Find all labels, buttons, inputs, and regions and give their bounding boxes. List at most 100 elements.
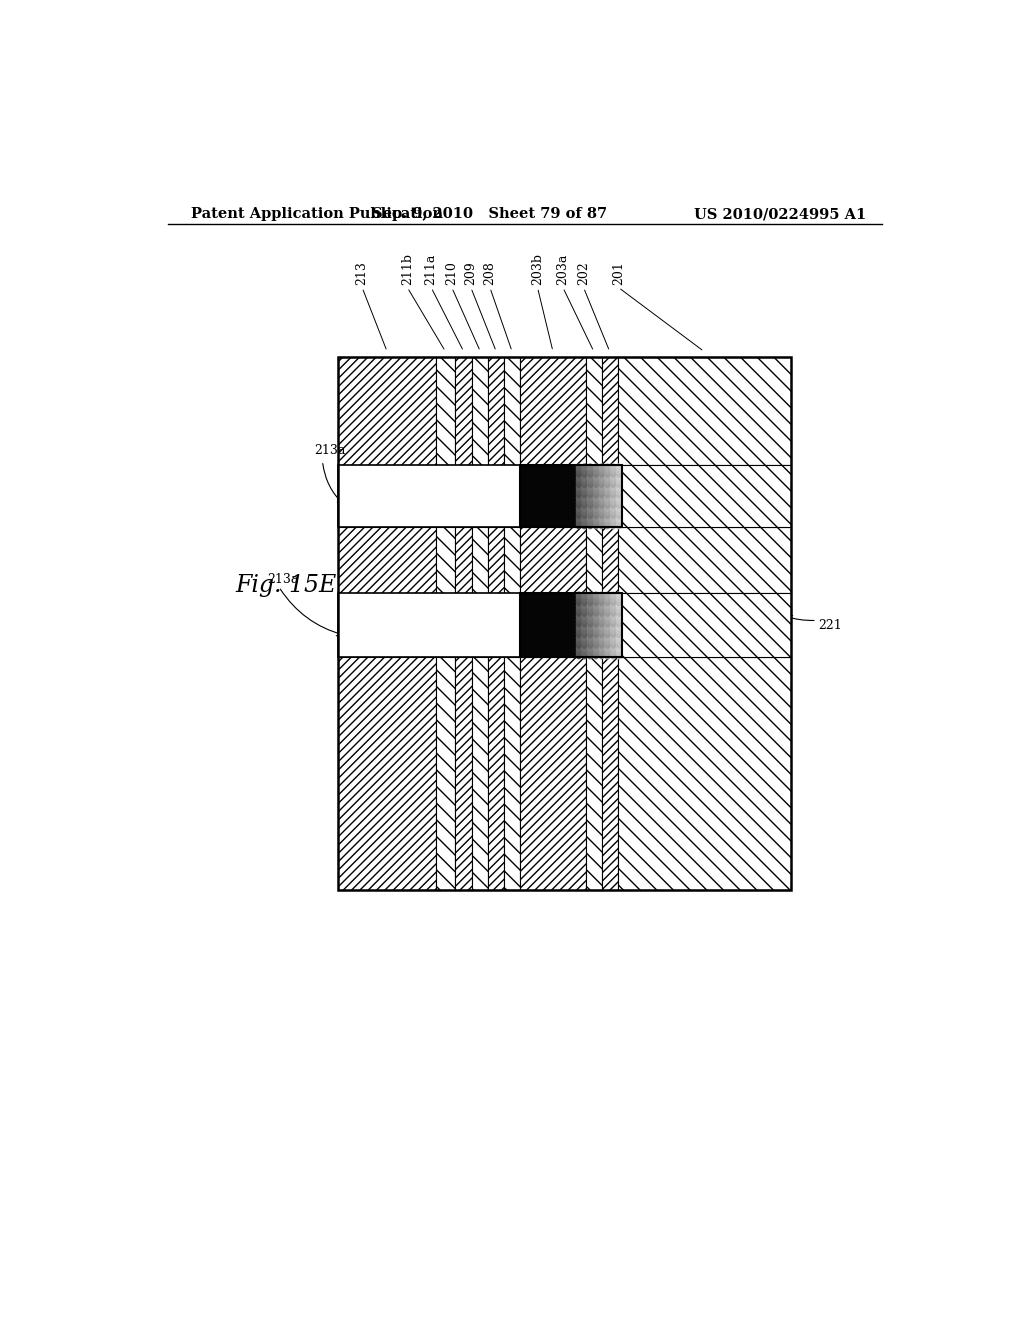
- Circle shape: [577, 523, 582, 529]
- Text: 208: 208: [483, 261, 497, 285]
- Circle shape: [577, 642, 582, 648]
- Circle shape: [599, 639, 604, 644]
- Circle shape: [599, 649, 604, 655]
- Circle shape: [594, 606, 598, 612]
- Circle shape: [588, 614, 593, 619]
- Circle shape: [594, 593, 598, 598]
- Circle shape: [605, 603, 609, 609]
- Circle shape: [599, 599, 604, 606]
- Circle shape: [599, 495, 604, 502]
- Circle shape: [577, 502, 582, 508]
- Text: 210: 210: [445, 261, 459, 285]
- Circle shape: [610, 624, 615, 630]
- Circle shape: [577, 465, 582, 470]
- Bar: [455, 356, 472, 466]
- Circle shape: [577, 593, 582, 598]
- Circle shape: [610, 595, 615, 602]
- Bar: [338, 356, 436, 466]
- Circle shape: [605, 645, 609, 652]
- Circle shape: [577, 652, 582, 659]
- Circle shape: [599, 478, 604, 484]
- Bar: [575, 466, 622, 528]
- Circle shape: [616, 519, 622, 525]
- Bar: [338, 356, 791, 890]
- Circle shape: [605, 635, 609, 642]
- Circle shape: [582, 484, 587, 491]
- Circle shape: [599, 624, 604, 630]
- Circle shape: [582, 610, 587, 616]
- Circle shape: [582, 467, 587, 474]
- Circle shape: [605, 593, 609, 598]
- Circle shape: [582, 595, 587, 602]
- Circle shape: [594, 474, 598, 480]
- Circle shape: [605, 495, 609, 502]
- Circle shape: [594, 599, 598, 606]
- Circle shape: [582, 488, 587, 494]
- Circle shape: [616, 599, 622, 606]
- Circle shape: [616, 499, 622, 504]
- Circle shape: [616, 628, 622, 634]
- Circle shape: [605, 499, 609, 504]
- Circle shape: [599, 606, 604, 612]
- Circle shape: [582, 593, 587, 598]
- Circle shape: [610, 639, 615, 644]
- Circle shape: [582, 523, 587, 529]
- Circle shape: [605, 595, 609, 602]
- Bar: [520, 657, 586, 890]
- Circle shape: [582, 516, 587, 521]
- Bar: [338, 466, 520, 528]
- Circle shape: [594, 499, 598, 504]
- Circle shape: [616, 491, 622, 498]
- Circle shape: [594, 620, 598, 627]
- Circle shape: [610, 620, 615, 627]
- Circle shape: [582, 652, 587, 659]
- Bar: [338, 528, 436, 594]
- Bar: [504, 528, 520, 594]
- Circle shape: [599, 595, 604, 602]
- Circle shape: [588, 474, 593, 480]
- Circle shape: [582, 478, 587, 484]
- Circle shape: [599, 499, 604, 504]
- Circle shape: [577, 495, 582, 502]
- Circle shape: [577, 628, 582, 634]
- Bar: [455, 528, 472, 594]
- Circle shape: [594, 478, 598, 484]
- Circle shape: [577, 516, 582, 521]
- Circle shape: [588, 649, 593, 655]
- Circle shape: [616, 642, 622, 648]
- Circle shape: [582, 506, 587, 511]
- Bar: [472, 657, 488, 890]
- Bar: [617, 466, 791, 528]
- Circle shape: [610, 502, 615, 508]
- Text: 203a: 203a: [556, 253, 569, 285]
- Text: 202: 202: [578, 261, 590, 285]
- Circle shape: [605, 491, 609, 498]
- Circle shape: [582, 471, 587, 477]
- Bar: [617, 356, 791, 466]
- Circle shape: [582, 645, 587, 652]
- Text: 213a: 213a: [267, 573, 298, 586]
- Bar: [617, 528, 791, 594]
- Circle shape: [594, 649, 598, 655]
- Circle shape: [610, 642, 615, 648]
- Circle shape: [594, 491, 598, 498]
- Circle shape: [599, 467, 604, 474]
- Circle shape: [577, 614, 582, 619]
- Circle shape: [616, 506, 622, 511]
- Circle shape: [605, 610, 609, 616]
- Circle shape: [588, 499, 593, 504]
- Circle shape: [599, 620, 604, 627]
- Circle shape: [582, 465, 587, 470]
- Circle shape: [582, 603, 587, 609]
- Circle shape: [588, 478, 593, 484]
- Circle shape: [605, 519, 609, 525]
- Circle shape: [605, 465, 609, 470]
- Circle shape: [605, 471, 609, 477]
- Circle shape: [599, 593, 604, 598]
- Circle shape: [599, 488, 604, 494]
- Circle shape: [616, 478, 622, 484]
- Circle shape: [605, 599, 609, 606]
- Circle shape: [599, 635, 604, 642]
- Circle shape: [599, 645, 604, 652]
- Circle shape: [599, 491, 604, 498]
